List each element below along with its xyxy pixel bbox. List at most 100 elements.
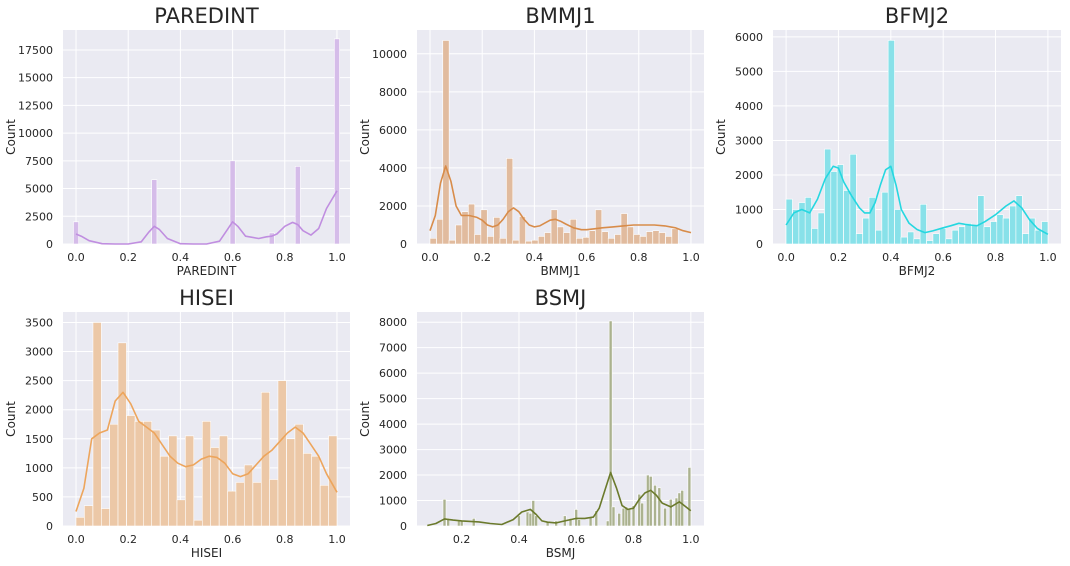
histogram-bar [448, 239, 456, 245]
histogram-bar [268, 232, 275, 245]
kde-line [785, 165, 1049, 236]
y-axis-label: Count [714, 119, 728, 155]
histogram-bar [446, 518, 451, 527]
x-tick-label: 0.2 [453, 533, 471, 546]
y-axis-label: Count [358, 119, 372, 155]
y-tick-label: 6000 [379, 367, 407, 380]
histogram-bar [487, 236, 495, 245]
histogram-bar [544, 232, 552, 245]
histogram-bar [875, 229, 883, 245]
x-tick-label: 1.0 [682, 533, 700, 546]
y-tick-label: 2000 [25, 404, 53, 417]
y-tick-label: 3500 [25, 316, 53, 329]
x-tick-label: 0.8 [630, 251, 648, 264]
histogram-bar [568, 518, 573, 527]
x-axis-label: BFMJ2 [899, 264, 936, 278]
histogram-bar [887, 40, 895, 245]
histogram-bar [294, 166, 301, 245]
histogram-bar [531, 239, 539, 245]
histogram-bar [328, 435, 338, 527]
histogram-bar [143, 421, 153, 527]
histogram-bar [951, 229, 959, 245]
y-tick-label: 5000 [25, 183, 53, 196]
kde-line [427, 471, 692, 527]
x-tick-label: 0.2 [119, 251, 137, 264]
plot-area [417, 30, 704, 244]
histogram-bar [617, 512, 622, 527]
x-tick-label: 0.4 [526, 251, 544, 264]
y-tick-label: 500 [32, 491, 53, 504]
histogram-bar [964, 222, 972, 245]
histogram-bar [168, 435, 178, 527]
histogram-bar [480, 209, 488, 245]
histogram-bar [512, 239, 520, 245]
x-axis-label: BSMJ [546, 546, 576, 560]
x-tick-label: 0.6 [224, 251, 242, 264]
histogram-bar [939, 228, 947, 245]
x-tick-label: 0.2 [473, 251, 491, 264]
x-tick-label: 0.2 [119, 533, 137, 546]
histogram-bar [134, 421, 144, 527]
chart-title: HISEI [179, 286, 234, 310]
histogram-bar [235, 482, 245, 527]
histogram-bar [576, 237, 584, 245]
histogram-bar [932, 233, 940, 245]
y-tick-label: 17500 [18, 44, 53, 57]
histogram-bar [210, 447, 220, 527]
y-tick-label: 1000 [735, 203, 763, 216]
histogram-bar [193, 519, 203, 527]
histogram-bar [1022, 233, 1030, 245]
y-tick-label: 7000 [379, 342, 407, 355]
x-tick-label: 0.0 [777, 251, 795, 264]
x-axis-label: HISEI [191, 546, 222, 560]
histogram-bar [537, 236, 545, 245]
kde-line [429, 165, 692, 234]
histogram-bar [627, 507, 632, 527]
x-tick-label: 0.0 [67, 533, 85, 546]
histogram-bar [493, 217, 501, 245]
histogram-bar [843, 190, 851, 245]
histogram-bar [658, 232, 666, 245]
chart-panel-bfmj2: 0.0 0.2 0.4 0.6 0.8 1.0 0 1000 2000 3000 4000 5000 6… [714, 4, 1061, 278]
y-tick-label: 2000 [379, 469, 407, 482]
histogram-bar [557, 226, 564, 245]
histogram-bar [227, 490, 237, 527]
x-tick-label: 1.0 [328, 533, 346, 546]
histogram-bar [582, 237, 590, 245]
histogram-bar [990, 221, 998, 245]
histogram-bar [506, 158, 514, 245]
y-tick-label: 10000 [18, 127, 53, 140]
histogram-bar [499, 237, 507, 245]
x-tick-label: 0.8 [987, 251, 1005, 264]
y-tick-label: 2500 [25, 210, 53, 223]
y-tick-label: 4000 [379, 418, 407, 431]
y-tick-label: 2500 [25, 375, 53, 388]
y-tick-label: 1500 [25, 433, 53, 446]
y-tick-label: 3000 [379, 444, 407, 457]
histogram-bar [517, 515, 521, 527]
y-tick-label: 6000 [379, 124, 407, 137]
y-tick-label: 4000 [379, 162, 407, 175]
y-tick-label: 5000 [379, 393, 407, 406]
y-tick-label: 1000 [379, 495, 407, 508]
histogram-bar [601, 231, 609, 245]
histogram-bar [92, 322, 102, 527]
y-tick-label: 12500 [18, 99, 53, 112]
histogram-bar [677, 492, 682, 527]
chart-title: BMMJ1 [525, 4, 595, 28]
y-tick-label: 8000 [379, 316, 407, 329]
histogram-bar [926, 240, 934, 245]
histogram-bar [607, 237, 615, 245]
histogram-bar [680, 490, 685, 527]
histogram-bar [626, 226, 634, 245]
y-tick-label: 5000 [735, 65, 763, 78]
x-axis-label: BMMJ1 [540, 264, 580, 278]
histogram-bar [75, 516, 85, 527]
histogram-bar [176, 499, 186, 527]
histogram-bar [983, 226, 991, 245]
histogram-bar [631, 505, 636, 527]
histogram-bar [84, 505, 94, 527]
x-tick-label: 0.8 [276, 533, 294, 546]
histogram-bar [577, 519, 581, 527]
